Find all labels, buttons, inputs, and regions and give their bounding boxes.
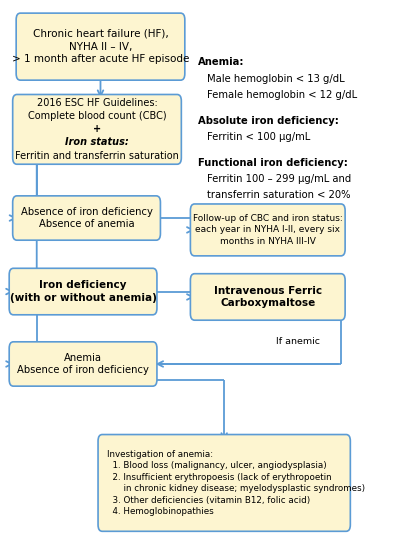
Text: Chronic heart failure (HF),
NYHA II – IV,
> 1 month after acute HF episode: Chronic heart failure (HF), NYHA II – IV… — [12, 29, 189, 64]
Text: Absolute iron deficiency:: Absolute iron deficiency: — [198, 116, 339, 126]
Text: Functional iron deficiency:: Functional iron deficiency: — [198, 158, 348, 168]
Text: +: + — [93, 124, 101, 134]
Text: Ferritin 100 – 299 μg/mL and: Ferritin 100 – 299 μg/mL and — [207, 174, 351, 184]
FancyBboxPatch shape — [190, 204, 345, 256]
Text: Complete blood count (CBC): Complete blood count (CBC) — [28, 111, 166, 121]
Text: Intravenous Ferric
Carboxymaltose: Intravenous Ferric Carboxymaltose — [214, 286, 322, 308]
Text: Male hemoglobin < 13 g/dL: Male hemoglobin < 13 g/dL — [207, 74, 345, 83]
FancyBboxPatch shape — [16, 13, 185, 80]
Text: Investigation of anemia:
  1. Blood loss (malignancy, ulcer, angiodysplasia)
  2: Investigation of anemia: 1. Blood loss (… — [107, 450, 366, 516]
Text: Anemia
Absence of iron deficiency: Anemia Absence of iron deficiency — [17, 353, 149, 376]
Text: Absence of iron deficiency
Absence of anemia: Absence of iron deficiency Absence of an… — [21, 207, 152, 229]
FancyBboxPatch shape — [13, 94, 181, 164]
Text: Ferritin and transferrin saturation: Ferritin and transferrin saturation — [15, 151, 179, 160]
Text: Iron deficiency
(with or without anemia): Iron deficiency (with or without anemia) — [10, 280, 156, 303]
FancyBboxPatch shape — [9, 268, 157, 315]
Text: Anemia:: Anemia: — [198, 57, 245, 67]
Text: If anemic: If anemic — [276, 337, 320, 346]
Text: Female hemoglobin < 12 g/dL: Female hemoglobin < 12 g/dL — [207, 90, 357, 100]
FancyBboxPatch shape — [190, 274, 345, 320]
Text: transferrin saturation < 20%: transferrin saturation < 20% — [207, 190, 350, 201]
FancyBboxPatch shape — [9, 342, 157, 386]
FancyBboxPatch shape — [98, 435, 350, 531]
Text: Follow-up of CBC and iron status:
each year in NYHA I-II, every six
months in NY: Follow-up of CBC and iron status: each y… — [193, 214, 343, 246]
FancyBboxPatch shape — [13, 196, 160, 240]
Text: Iron status:: Iron status: — [65, 138, 129, 147]
Text: 2016 ESC HF Guidelines:: 2016 ESC HF Guidelines: — [37, 98, 157, 108]
Text: Ferritin < 100 μg/mL: Ferritin < 100 μg/mL — [207, 132, 310, 142]
